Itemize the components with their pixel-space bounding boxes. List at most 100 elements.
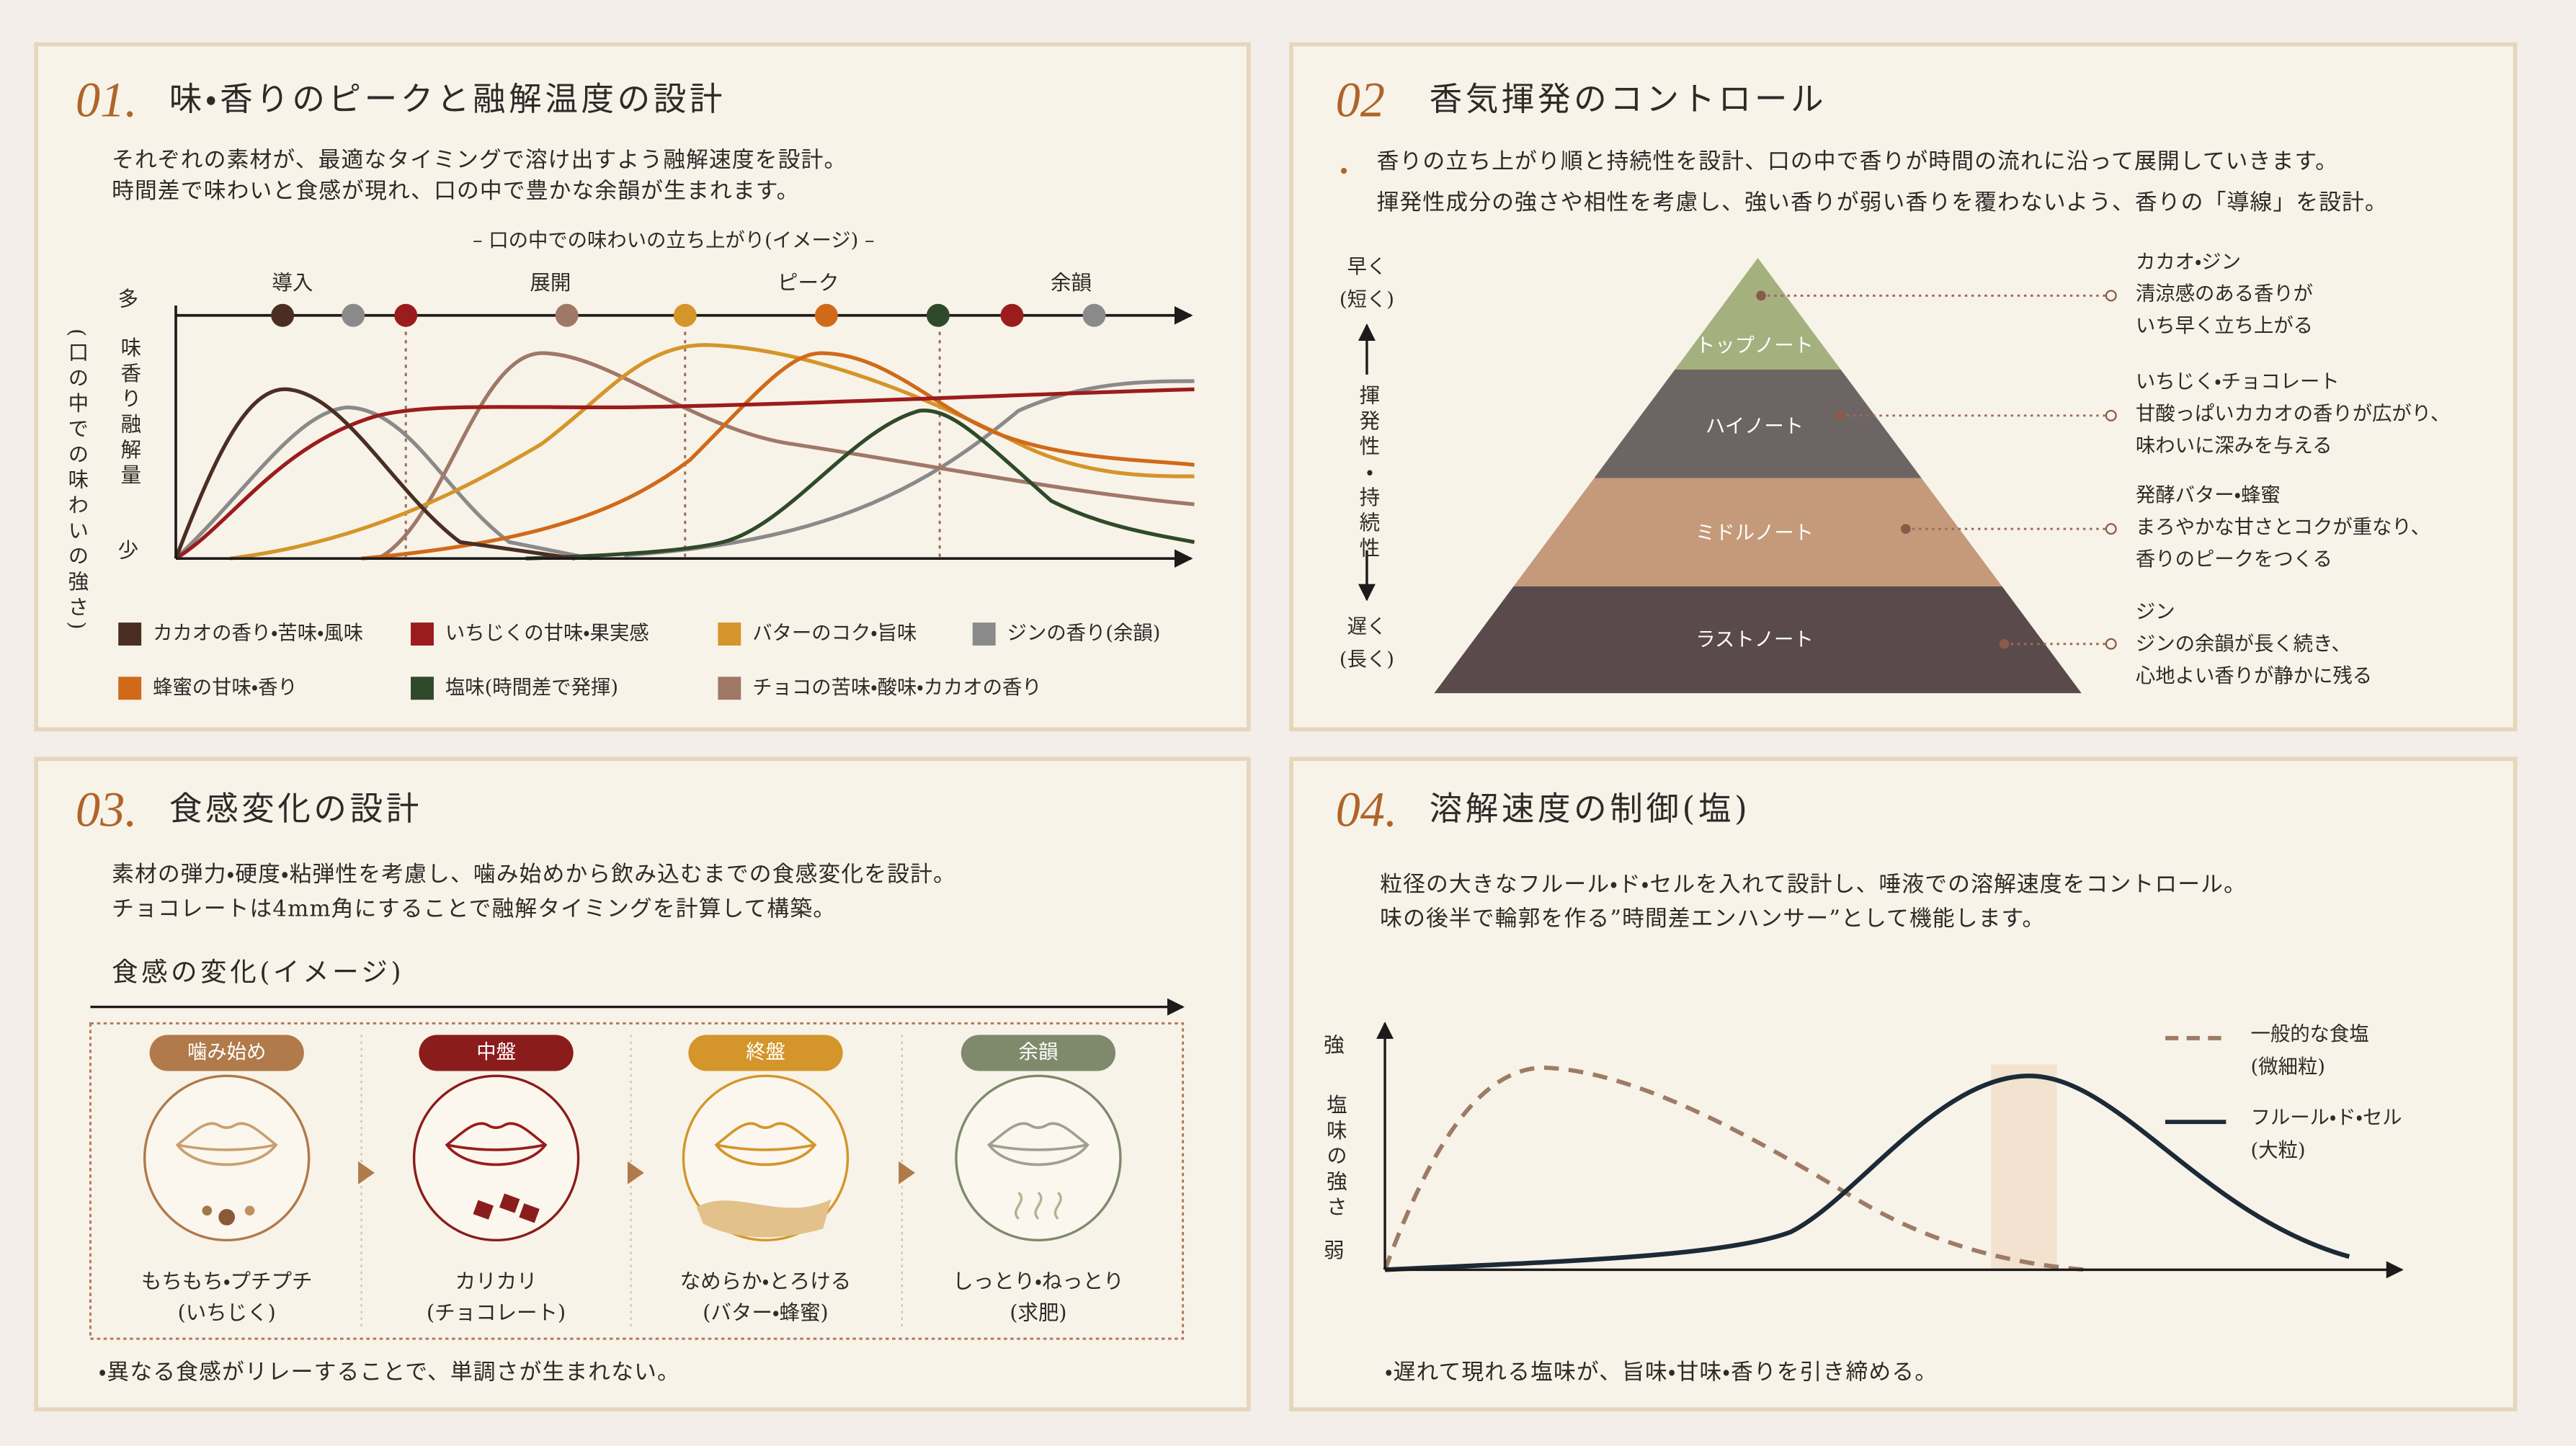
stage-texture: もちもち・プチプチ [141, 1269, 313, 1293]
layer-note: 味わいに深みを与える [2136, 435, 2332, 458]
leader-end [2105, 409, 2117, 421]
axis-label: 揮発性・持続性 [1356, 384, 1380, 562]
curve [174, 387, 1195, 561]
chunk [519, 1203, 540, 1223]
lips-icon [714, 1122, 817, 1166]
stage-source: (いちじく) [178, 1300, 276, 1324]
layer-note: 発酵バター・蜂蜜 [2136, 484, 2281, 506]
section-number: 04. [1336, 782, 1397, 837]
section-title: 味・香りのピークと融解温度の設計 [169, 80, 726, 118]
curve [624, 379, 1195, 558]
phase-label: 展開 [530, 271, 571, 295]
description: 素材の弾力・硬度・粘弾性を考慮し、噛み始めから飲み込むまでの食感変化を設計。 [112, 862, 956, 888]
curve [174, 405, 592, 561]
pyramid-layer [1594, 369, 1922, 478]
stage-tag-label: 噛み始め [187, 1041, 266, 1063]
timeline-dot [271, 303, 295, 327]
axis-high-note: (短く) [1340, 289, 1394, 311]
timeline-dot [673, 303, 697, 327]
timeline-dot [394, 303, 418, 327]
axis-label: 味香り融解量 [117, 336, 141, 489]
curve [1383, 1065, 2087, 1272]
texture-timeline [89, 998, 1185, 1340]
lips-line [716, 1143, 816, 1151]
section-title: 食感変化の設計 [169, 790, 422, 828]
legend-swatch [118, 677, 142, 700]
lips [445, 1122, 548, 1166]
phase-label: 導入 [272, 271, 313, 295]
timeline-title: 食感の変化(イメージ) [112, 956, 404, 987]
stage-tag [419, 1035, 574, 1071]
layer-name: ハイノート [1706, 415, 1804, 437]
legend-swatch [718, 622, 741, 646]
stage-source: (求肥) [1010, 1300, 1066, 1324]
chunk [473, 1200, 494, 1220]
section-title: 香気揮発のコントロール [1430, 80, 1827, 118]
layer-note: まろやかな甘さとコクが重なり、 [2136, 516, 2430, 538]
leader-dot [1999, 638, 2010, 649]
curve [1384, 1074, 2350, 1272]
seed [218, 1209, 236, 1226]
seed [244, 1205, 255, 1216]
axis-high: 強 [1324, 1033, 1344, 1057]
stage-texture: しっとり・ねっとり [953, 1269, 1124, 1293]
legend-label: 蜂蜜の甘味・香り [153, 677, 298, 699]
lips [987, 1122, 1089, 1166]
leader-end [2105, 290, 2117, 302]
leader-dot [1756, 290, 1766, 301]
leader-dot [1900, 524, 1911, 534]
description: 香りの立ち上がり順と持続性を設計、口の中で香りが時間の流れに沿って展開していきま… [1377, 148, 2339, 174]
pyramid-layer [1434, 586, 2082, 694]
salt-chart [1376, 1021, 2404, 1279]
timeline-dot [1000, 303, 1024, 327]
lips-line [177, 1143, 277, 1151]
legend-size: (微細粒) [2251, 1056, 2325, 1078]
phase-label: ピーク [777, 271, 839, 295]
description: チョコレートは4mm角にすることで融解タイミングを計算して構築。 [112, 896, 836, 922]
pyramid-layer [1513, 478, 2002, 586]
phase-label: 余韻 [1051, 271, 1092, 295]
section-title: 溶解速度の制御(塩) [1430, 790, 1751, 828]
axis-high: 多 [118, 287, 138, 311]
legend-swatch [411, 622, 434, 646]
curve [377, 351, 1195, 561]
timeline-dot [814, 303, 838, 327]
highlight [1991, 1064, 2057, 1270]
lips-icon [175, 1122, 278, 1166]
pyramid-layer [1675, 257, 1841, 370]
stage-circle [412, 1074, 580, 1242]
melt [696, 1199, 832, 1238]
timeline-dot [926, 303, 950, 327]
description: 揮発性成分の強さや相性を考慮し、強い香りが弱い香りを覆わないよう、香りの「導線」… [1377, 189, 2388, 215]
legend-label: バターのコク・旨味 [752, 622, 917, 645]
layer-note: いちじく・チョコレート [2136, 371, 2340, 393]
layer-note: ジン [2136, 601, 2175, 623]
legend-label: ジンの香り(余韻) [1007, 622, 1161, 645]
stage-texture: なめらか・とろける [680, 1269, 852, 1293]
legend-swatch [118, 622, 142, 646]
curve [174, 387, 576, 561]
lips-line [989, 1143, 1088, 1151]
legend-label: 塩味(時間差で発揮) [445, 677, 618, 699]
section-number: 01. [76, 73, 137, 128]
chart-caption: – 口の中での味わいの立ち上がり(イメージ) – [473, 230, 875, 252]
stage-tag [149, 1035, 304, 1071]
description: 粒径の大きなフルール・ド・セルを入れて設計し、唾液での溶解速度をコントロール。 [1380, 871, 2247, 897]
axis-low: 弱 [1324, 1239, 1344, 1262]
lips-icon [445, 1122, 548, 1166]
stage-arrow [899, 1161, 915, 1184]
stage-arrow [358, 1161, 375, 1184]
note: ・異なる食感がリレーすることで、単調さが生まれない。 [99, 1360, 680, 1385]
layer-note: いち早く立ち上がる [2136, 315, 2313, 337]
pyramid [1358, 257, 2082, 694]
legend-size: (大粒) [2251, 1140, 2306, 1162]
layer-note: 清涼感のある香りが [2136, 283, 2313, 305]
description: 時間差で味わいと食感が現れ、口の中で豊かな余韻が生まれます。 [112, 178, 799, 204]
legend-label: カカオの香り・苦味・風味 [153, 622, 363, 645]
panel [1289, 757, 2518, 1412]
description: 味の後半で輪郭を作る”時間差エンハンサー”として機能します。 [1380, 906, 2045, 932]
chunk [499, 1193, 520, 1213]
curve [525, 409, 1195, 561]
